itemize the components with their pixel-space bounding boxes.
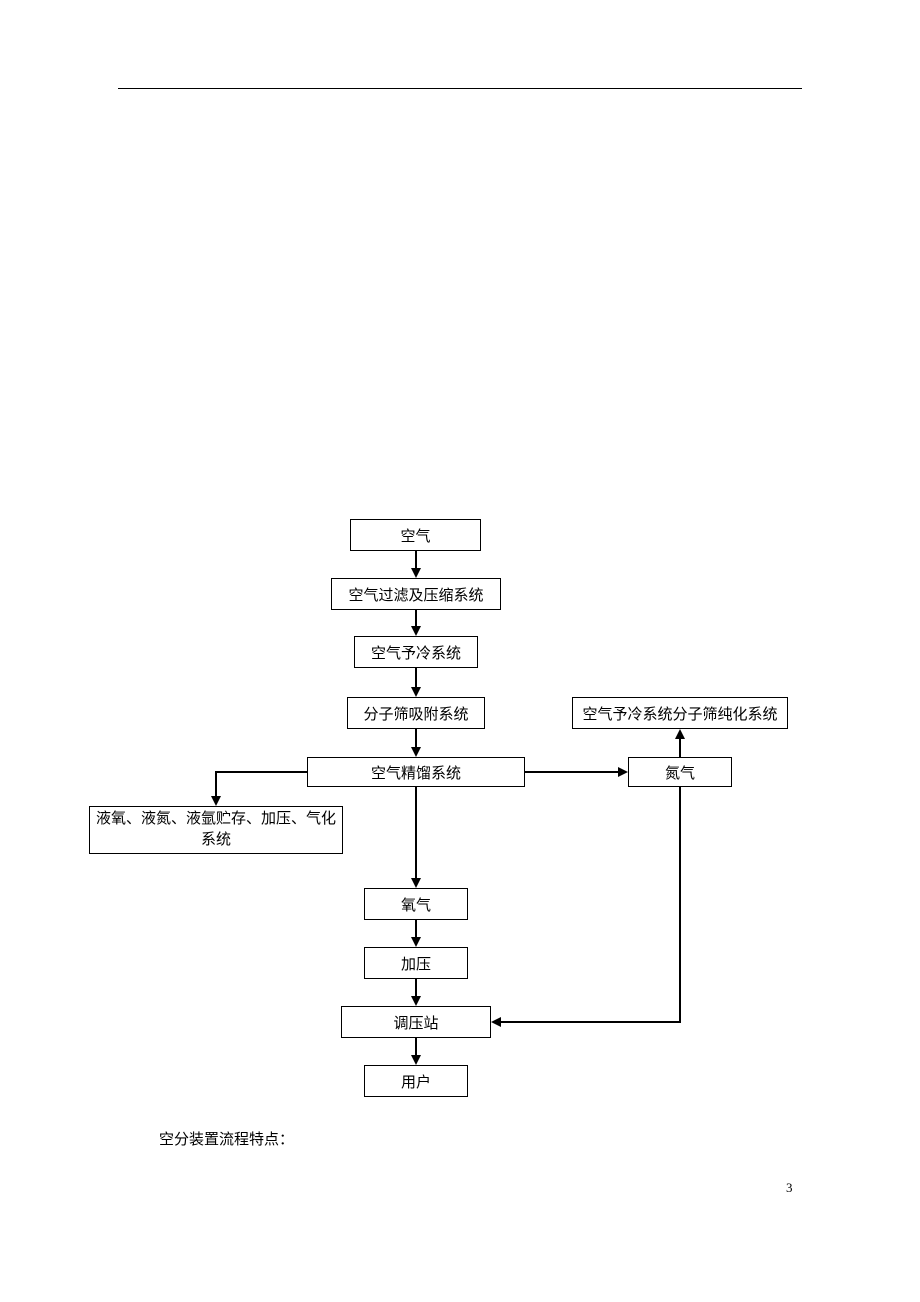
caption-label: 空分装置流程特点： — [159, 1132, 294, 1148]
edge-line — [215, 771, 217, 797]
edge-arrow — [411, 568, 421, 578]
edge-line — [415, 1038, 417, 1056]
node-label: 氧气 — [401, 894, 431, 915]
page-number: 3 — [786, 1180, 793, 1196]
node-label: 空气精馏系统 — [371, 762, 461, 783]
node-label: 调压站 — [393, 1012, 438, 1033]
edge-arrow — [411, 687, 421, 697]
edge-arrow — [411, 747, 421, 757]
flowchart-container: 空气 空气过滤及压缩系统 空气予冷系统 分子筛吸附系统 空气精馏系统 液氧、液氮… — [0, 519, 920, 1139]
node-label: 液氧、液氮、液氩贮存、加压、气化系统 — [96, 809, 336, 851]
node-oxygen: 氧气 — [364, 888, 468, 920]
node-user: 用户 — [364, 1065, 468, 1097]
edge-line — [679, 738, 681, 757]
edge-arrow — [411, 996, 421, 1006]
edge-line — [415, 920, 417, 938]
edge-arrow — [491, 1017, 501, 1027]
node-pressure-station: 调压站 — [341, 1006, 491, 1038]
node-storage: 液氧、液氮、液氩贮存、加压、气化系统 — [89, 806, 343, 854]
edge-arrow — [211, 796, 221, 806]
node-label: 用户 — [401, 1071, 431, 1092]
edge-arrow — [675, 729, 685, 739]
edge-arrow — [411, 1055, 421, 1065]
page-top-rule — [118, 88, 802, 89]
node-precool: 空气予冷系统 — [354, 636, 478, 668]
edge-line — [415, 551, 417, 569]
node-label: 空气予冷系统分子筛纯化系统 — [582, 703, 777, 724]
edge-line — [415, 610, 417, 627]
node-label: 加压 — [401, 953, 431, 974]
caption-text: 空分装置流程特点： — [159, 1128, 294, 1149]
node-pressurize: 加压 — [364, 947, 468, 979]
edge-line — [501, 1021, 681, 1023]
node-label: 分子筛吸附系统 — [363, 703, 468, 724]
edge-arrow — [411, 937, 421, 947]
node-nitrogen: 氮气 — [628, 757, 732, 787]
edge-line — [415, 787, 417, 879]
edge-line — [415, 729, 417, 748]
edge-line — [679, 787, 681, 1021]
node-label: 氮气 — [665, 762, 695, 783]
edge-arrow — [618, 767, 628, 777]
node-precool-purify: 空气予冷系统分子筛纯化系统 — [572, 697, 788, 729]
node-label: 空气过滤及压缩系统 — [348, 584, 483, 605]
page-number-label: 3 — [786, 1180, 793, 1195]
node-molecular-sieve: 分子筛吸附系统 — [347, 697, 485, 729]
edge-line — [415, 979, 417, 997]
node-filter-compress: 空气过滤及压缩系统 — [331, 578, 501, 610]
node-air: 空气 — [350, 519, 481, 551]
edge-line — [215, 771, 307, 773]
node-label: 空气予冷系统 — [371, 642, 461, 663]
edge-arrow — [411, 878, 421, 888]
node-label: 空气 — [400, 525, 430, 546]
edge-line — [525, 771, 619, 773]
node-distillation: 空气精馏系统 — [307, 757, 525, 787]
edge-arrow — [411, 626, 421, 636]
edge-line — [415, 668, 417, 688]
